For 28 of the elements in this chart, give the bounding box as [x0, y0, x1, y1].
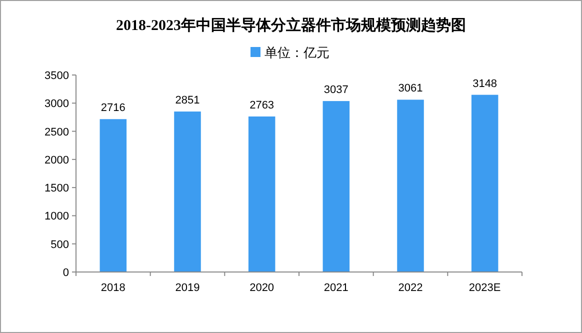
data-label: 2763	[250, 99, 274, 112]
bar	[248, 116, 276, 272]
x-tick-label: 2023E	[468, 282, 501, 294]
y-tick-label: 2000	[44, 154, 69, 166]
data-label: 2716	[100, 102, 126, 114]
y-tick-label: 2500	[44, 126, 69, 138]
data-label: 2851	[175, 94, 200, 107]
legend-label: 单位：亿元	[264, 45, 330, 60]
chart-title: 2018-2023年中国半导体分立器件市场规模预测趋势图	[116, 16, 466, 34]
data-label: 3037	[324, 84, 348, 96]
y-tick-label: 500	[50, 238, 69, 251]
bar	[174, 112, 201, 272]
x-tick-label: 2019	[175, 282, 200, 294]
data-label: 3061	[398, 82, 423, 95]
bar	[397, 100, 424, 272]
x-tick-label: 2018	[100, 282, 126, 294]
x-tick-label: 2020	[250, 282, 274, 294]
x-tick-label: 2022	[398, 282, 423, 294]
y-tick-label: 3500	[44, 70, 69, 82]
bar	[471, 94, 498, 272]
x-tick-label: 2021	[324, 282, 348, 294]
y-tick-label: 1000	[44, 210, 69, 223]
bar	[100, 119, 127, 272]
data-label: 3148	[472, 78, 498, 90]
y-tick-label: 0	[62, 267, 69, 279]
y-tick-label: 1500	[44, 182, 69, 195]
bar	[322, 101, 350, 272]
y-tick-label: 3000	[44, 98, 69, 110]
